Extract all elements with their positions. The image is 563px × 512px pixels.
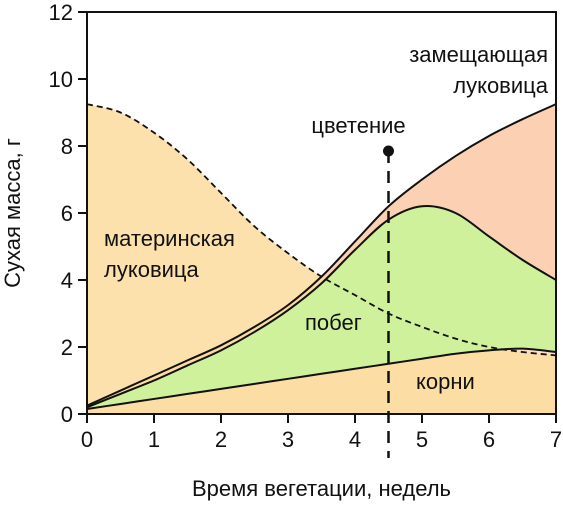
label-replacement-bulb: замещающая луковица <box>409 42 549 98</box>
y-axis-label: Сухая масса, г <box>0 138 25 288</box>
y-tick-label: 10 <box>49 67 73 92</box>
area-replacement-bulb <box>87 104 556 408</box>
x-tick-label: 2 <box>215 427 227 452</box>
flowering-label: цветение <box>311 113 405 138</box>
label-mother-bulb: материнская луковица <box>104 226 235 282</box>
y-tick-label: 8 <box>61 134 73 159</box>
x-tick-label: 3 <box>282 427 294 452</box>
x-tick-label: 6 <box>483 427 495 452</box>
x-tick-label: 5 <box>416 427 428 452</box>
x-tick-label: 7 <box>550 427 562 452</box>
x-tick-label: 4 <box>349 427 361 452</box>
flowering-point <box>383 145 394 157</box>
line-shoot <box>86 205 557 409</box>
flowering-marker: цветение <box>311 113 406 458</box>
line-roots <box>86 347 557 410</box>
x-tick-label: 0 <box>81 427 93 452</box>
label-shoot: побег <box>305 310 362 335</box>
y-tick-label: 12 <box>49 0 73 25</box>
y-tick-label: 4 <box>61 268 73 293</box>
y-axis-ticks: 0 2 4 6 8 10 12 <box>49 0 87 427</box>
x-axis-label: Время вегетации, недель <box>192 476 451 501</box>
y-tick-label: 6 <box>61 201 73 226</box>
x-tick-label: 1 <box>148 427 160 452</box>
x-axis-ticks: 0 1 2 3 4 5 6 7 <box>81 414 562 452</box>
region-labels: материнская луковица замещающая луковица поб… <box>104 42 549 394</box>
y-tick-label: 0 <box>61 402 73 427</box>
line-mother-bulb <box>86 103 557 357</box>
chart-lines <box>86 103 557 410</box>
label-roots: корни <box>416 369 475 394</box>
y-tick-label: 2 <box>61 335 73 360</box>
